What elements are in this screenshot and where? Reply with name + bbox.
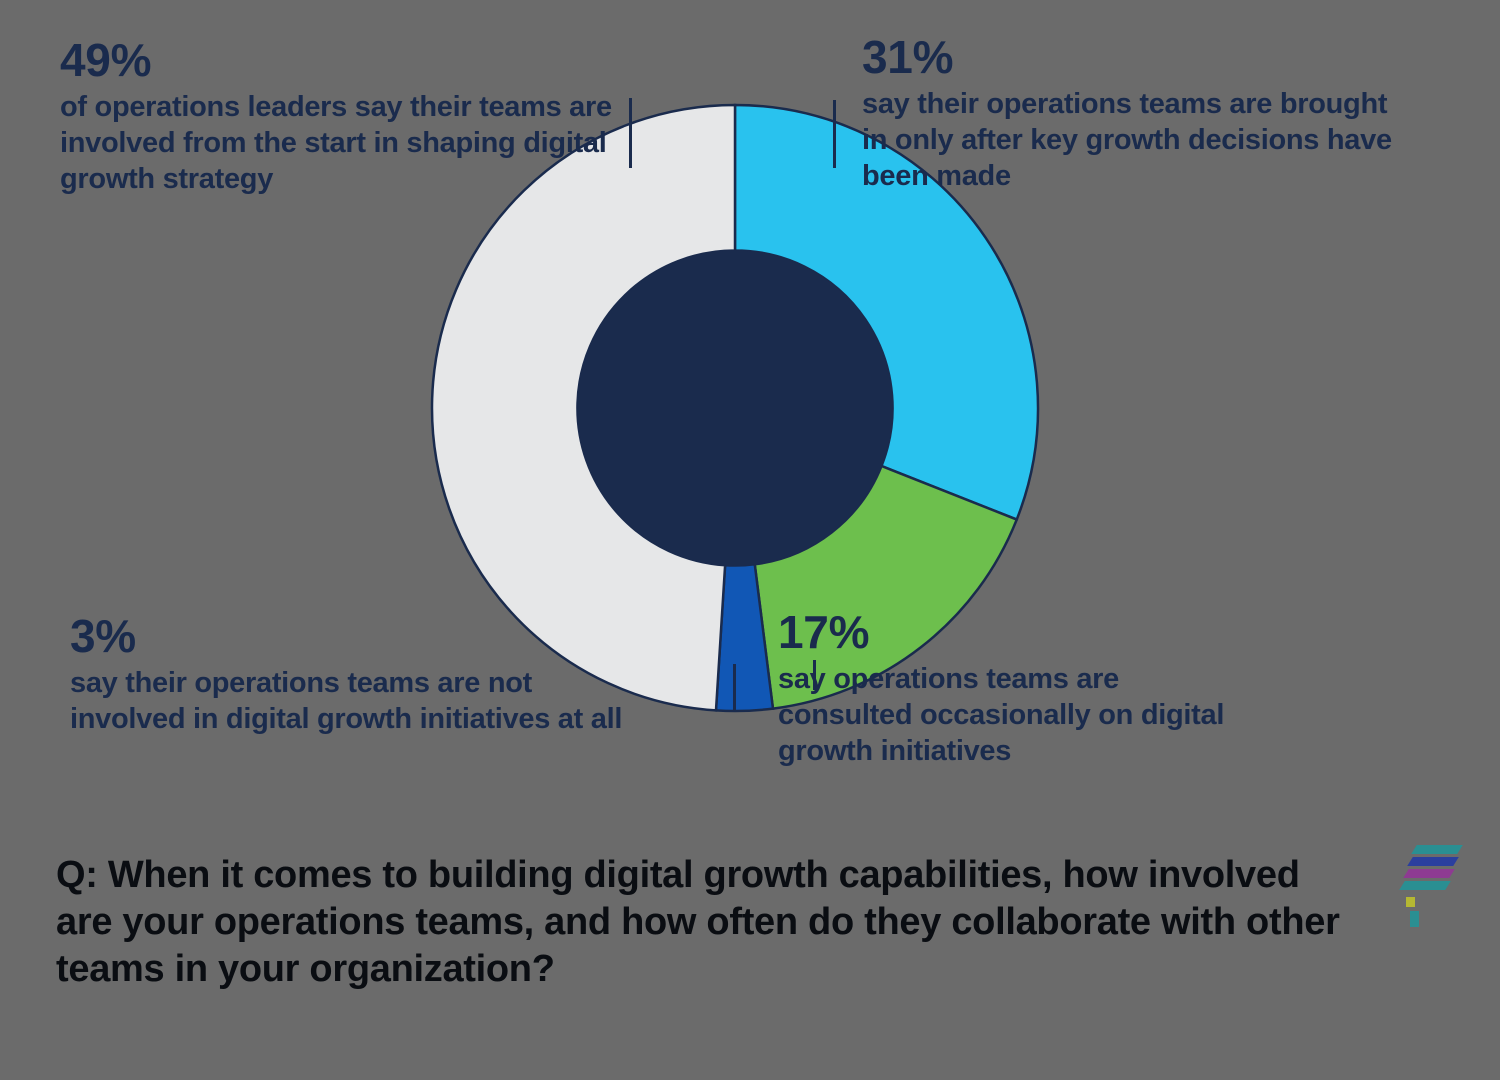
logo-stripe-2 (1403, 869, 1455, 878)
leader-line-gray-segment (629, 98, 632, 168)
callout-gray-text: of operations leaders say their teams ar… (60, 91, 612, 196)
callout-cyan-percent: 31% (862, 31, 954, 83)
callout-green-percent: 17% (778, 606, 870, 658)
brand-stripes-logo (1399, 845, 1472, 941)
callout-blue-percent: 3% (70, 610, 136, 662)
logo-mark-1 (1410, 911, 1419, 927)
survey-question: Q: When it comes to building digital gro… (56, 854, 1340, 991)
leader-line-cyan-segment (833, 100, 836, 168)
callout-cyan-segment: 31% say their operations teams are broug… (862, 33, 1410, 195)
callout-gray-percent: 49% (60, 34, 152, 86)
donut-hole (577, 250, 893, 566)
callout-cyan-text: say their operations teams are brought i… (862, 88, 1392, 193)
callout-gray-segment: 49% of operations leaders say their team… (60, 36, 625, 198)
logo-stripe-3 (1399, 881, 1451, 890)
leader-line-green-segment (813, 660, 816, 690)
callout-blue-text: say their operations teams are not invol… (70, 667, 623, 736)
callout-green-segment: 17% say operations teams are consulted o… (778, 608, 1260, 770)
donut-chart (430, 103, 1040, 713)
logo-mark-0 (1406, 897, 1415, 907)
logo-stripe-1 (1407, 857, 1459, 866)
logo-stripe-0 (1411, 845, 1463, 854)
callout-blue-segment: 3% say their operations teams are not in… (70, 612, 630, 738)
callout-green-text: say operations teams are consulted occas… (778, 663, 1225, 768)
leader-line-blue-segment (733, 664, 736, 712)
